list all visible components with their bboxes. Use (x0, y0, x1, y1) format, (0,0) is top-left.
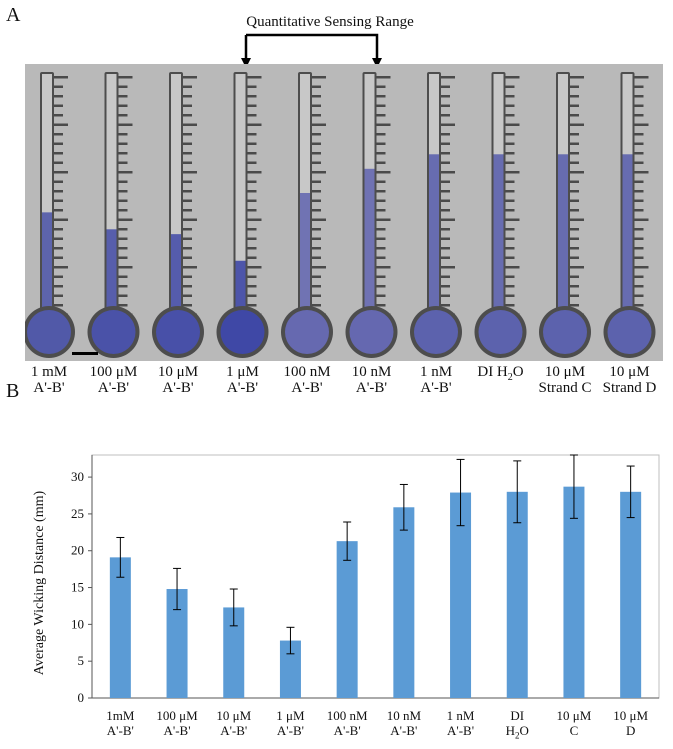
error-bar (116, 536, 125, 578)
sample-label: 1 nM A'-B' (419, 364, 453, 396)
error-bar (456, 458, 465, 527)
x-tick-label: 10 μM A'-B' (216, 708, 252, 738)
sample-label: 1 μM A'-B' (226, 364, 259, 396)
thermometer (410, 72, 462, 358)
error-bar (229, 588, 238, 627)
thermometer (603, 72, 656, 358)
wicking-bar-chart: 0 5 10 15 20 25 30 (71, 454, 660, 705)
y-tick-label: 5 (78, 653, 85, 668)
scale-bar (72, 352, 98, 355)
x-tick-label: 100 μM A'-B' (156, 708, 198, 738)
bar (109, 557, 131, 698)
sample-label: 10 μM A'-B' (157, 364, 199, 396)
x-tick-label: 10 nM A'-B' (386, 708, 421, 738)
y-tick-label: 0 (78, 690, 85, 705)
sensing-range-bracket (241, 33, 382, 68)
x-tick-label: DI H2O (505, 708, 529, 741)
error-bar (513, 460, 522, 524)
bar (336, 541, 358, 698)
bar (450, 492, 472, 698)
panel-b-letter: B (6, 380, 20, 402)
y-axis-label: Average Wicking Distance (mm) (32, 490, 47, 676)
bar (223, 607, 245, 698)
y-tick-label: 25 (71, 506, 84, 521)
sample-label: 1 mM A'-B' (30, 364, 68, 396)
bar (620, 491, 642, 698)
thermometer (152, 72, 204, 358)
error-bar (286, 626, 295, 655)
sample-label: 100 nM A'-B' (283, 364, 331, 396)
x-tick-label: 1 nM A'-B' (446, 708, 475, 738)
x-tick-label: 1mM A'-B' (106, 708, 135, 738)
panel-a-letter: A (6, 4, 21, 26)
error-bar (626, 465, 635, 519)
bar (506, 491, 528, 698)
x-tick-label: 1 μM A'-B' (276, 708, 305, 738)
bar (166, 589, 188, 698)
error-bar (569, 454, 578, 519)
thermometer (345, 72, 398, 358)
sample-label: 100 μM A'-B' (89, 364, 138, 396)
sample-label: 10 μM Strand C (538, 364, 592, 396)
y-tick-label: 30 (71, 469, 84, 484)
error-bar (173, 567, 182, 611)
x-tick-label: 10 μM C (556, 708, 592, 738)
error-bar (399, 483, 408, 531)
sample-label: DI H2O (477, 364, 524, 383)
y-tick-label: 15 (71, 580, 84, 595)
y-tick-label: 20 (71, 543, 84, 558)
paper-thermometer-photo (25, 64, 663, 361)
sample-label: 10 nM A'-B' (351, 364, 392, 396)
error-bar (343, 521, 352, 561)
thermometer (25, 72, 75, 358)
sensing-range-label: Quantitative Sensing Range (246, 14, 414, 30)
y-tick-label: 10 (71, 616, 84, 631)
thermometer (539, 72, 591, 358)
thermometer (281, 72, 333, 358)
bar (563, 486, 585, 698)
bar (279, 640, 301, 698)
thermometer (216, 72, 269, 358)
thermometer (474, 72, 527, 358)
sample-label: 10 μM Strand D (602, 364, 657, 396)
thermometer (87, 72, 140, 358)
x-tick-label: 10 μM D (613, 708, 649, 738)
x-tick-label: 100 nM A'-B' (326, 708, 368, 738)
bar (393, 507, 415, 698)
